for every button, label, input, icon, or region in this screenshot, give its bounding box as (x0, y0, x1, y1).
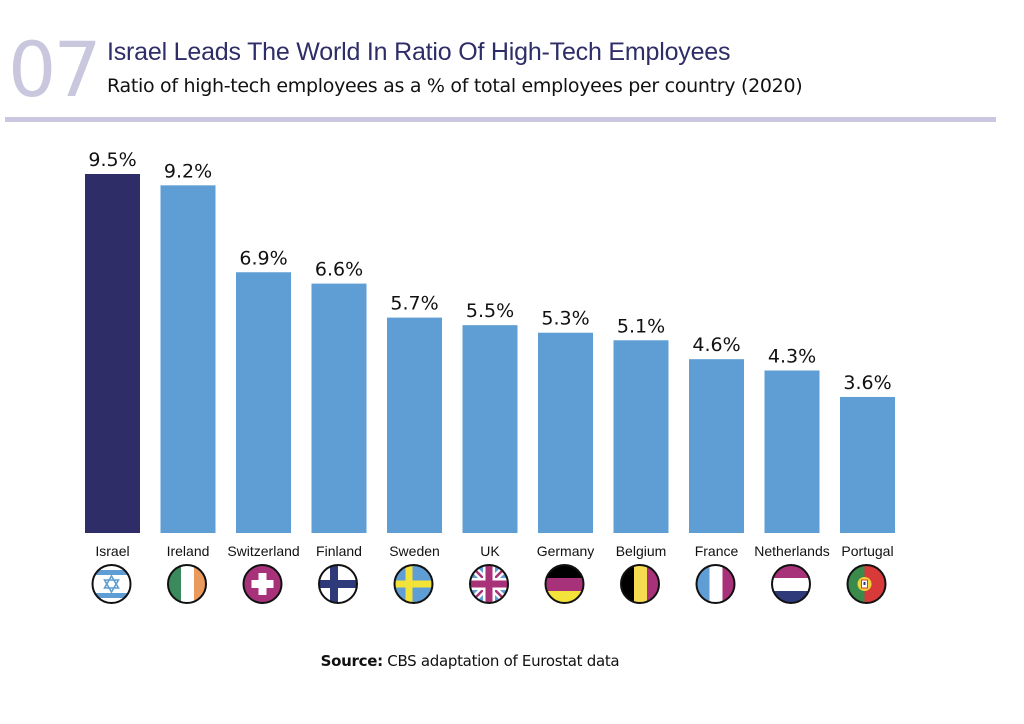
bar-netherlands (764, 370, 820, 533)
bar-ireland (160, 185, 216, 533)
flags-group (91, 564, 887, 604)
bar-france (689, 359, 744, 533)
category-label-portugal: Portugal (841, 543, 893, 559)
bar-israel (85, 174, 140, 533)
source-note: Source: CBS adaptation of Eurostat data (0, 652, 940, 670)
uk-flag-icon (469, 564, 509, 604)
belgium-flag-icon (620, 564, 660, 604)
data-label-netherlands: 4.3% (768, 346, 816, 368)
data-label-portugal: 3.6% (843, 372, 891, 394)
data-label-ireland: 9.2% (164, 160, 212, 182)
bar-sweden (387, 317, 442, 533)
israel-flag-icon (91, 564, 132, 604)
category-label-finland: Finland (316, 543, 362, 559)
data-label-israel: 9.5% (88, 149, 136, 171)
data-label-finland: 6.6% (315, 259, 363, 281)
category-label-france: France (695, 543, 739, 559)
chart-title: Israel Leads The World In Ratio Of High-… (107, 38, 731, 66)
category-label-ireland: Ireland (167, 543, 210, 559)
header-divider (5, 117, 996, 122)
bar-portugal (840, 396, 895, 533)
bar-uk (462, 325, 518, 533)
category-label-israel: Israel (95, 543, 129, 559)
chart-number: 07 (8, 25, 102, 114)
bars-group (85, 174, 895, 533)
netherlands-flag-icon (771, 564, 811, 604)
category-labels-group: Israel Ireland Switzerland Finland Sweden UK G… (95, 543, 893, 559)
data-label-sweden: 5.7% (390, 293, 438, 315)
bar-belgium (613, 340, 669, 533)
germany-flag-icon (544, 564, 585, 604)
data-label-switzerland: 6.9% (239, 247, 287, 269)
source-label: Source: (320, 652, 383, 670)
data-labels-group: 9.5% 9.2% 6.9% 6.6% 5.7% 5.5% 5.3% 5.1% 4.6% 4.3%… (88, 149, 891, 394)
bar-chart: 9.5% 9.2% 6.9% 6.6% 5.7% 5.5% 5.3% 5.1% 4.6% 4.3%… (85, 149, 895, 604)
portugal-flag-icon (846, 564, 887, 604)
category-label-germany: Germany (537, 543, 595, 559)
category-label-netherlands: Netherlands (754, 543, 830, 559)
data-label-germany: 5.3% (541, 308, 589, 330)
chart-subtitle: Ratio of high-tech employees as a % of t… (107, 75, 803, 97)
data-label-belgium: 5.1% (617, 315, 665, 337)
finland-flag-icon (318, 564, 358, 604)
category-label-belgium: Belgium (616, 543, 667, 559)
ireland-flag-icon (167, 564, 207, 604)
category-label-uk: UK (480, 543, 500, 559)
category-label-switzerland: Switzerland (227, 543, 299, 559)
sweden-flag-icon (393, 564, 434, 604)
data-label-uk: 5.5% (466, 300, 514, 322)
switzerland-flag-icon (242, 564, 283, 604)
france-flag-icon (695, 564, 736, 604)
bar-switzerland (236, 272, 291, 533)
bar-germany (538, 332, 593, 533)
source-text: CBS adaptation of Eurostat data (387, 652, 620, 670)
category-label-sweden: Sweden (389, 543, 440, 559)
data-label-france: 4.6% (692, 334, 740, 356)
bar-finland (311, 283, 367, 533)
